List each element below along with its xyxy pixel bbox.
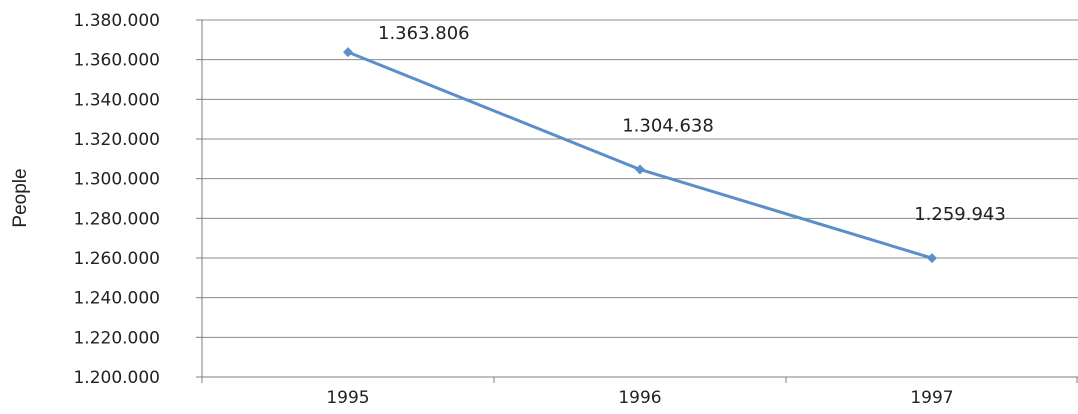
y-tick-label: 1.220.000: [73, 328, 160, 348]
data-point: [635, 164, 645, 175]
gridlines: [202, 19, 1078, 338]
data-point: [343, 47, 353, 58]
y-tick-label: 1.360.000: [73, 51, 160, 71]
y-tick-label: 1.320.000: [73, 130, 160, 150]
y-tick-label: 1.240.000: [73, 289, 160, 309]
series: [343, 47, 937, 264]
data-point: [927, 253, 937, 264]
y-tick-label: 1.280.000: [73, 209, 160, 229]
y-axis-title: People: [10, 168, 31, 227]
y-tick-label: 1.300.000: [73, 170, 160, 190]
x-tick-label: 1996: [618, 388, 661, 408]
y-tick-label: 1.340.000: [73, 90, 160, 110]
y-tick-labels: 1.200.000 1.220.000 1.240.000 1.260.000 1.28…: [73, 11, 160, 388]
data-labels: 1.363.806 1.304.638 1.259.943: [378, 23, 1006, 225]
y-tick-label: 1.200.000: [73, 368, 160, 388]
x-tick-label: 1997: [910, 388, 953, 408]
data-label: 1.259.943: [914, 204, 1006, 225]
x-tick-labels: 1995 1996 1997: [326, 388, 953, 408]
data-label: 1.304.638: [622, 115, 714, 136]
y-tick-label: 1.260.000: [73, 249, 160, 269]
series-line: [347, 50, 933, 260]
y-tick-label: 1.380.000: [73, 11, 160, 31]
axes: [196, 19, 1078, 383]
x-tick-label: 1995: [326, 388, 369, 408]
data-label: 1.363.806: [378, 23, 470, 44]
